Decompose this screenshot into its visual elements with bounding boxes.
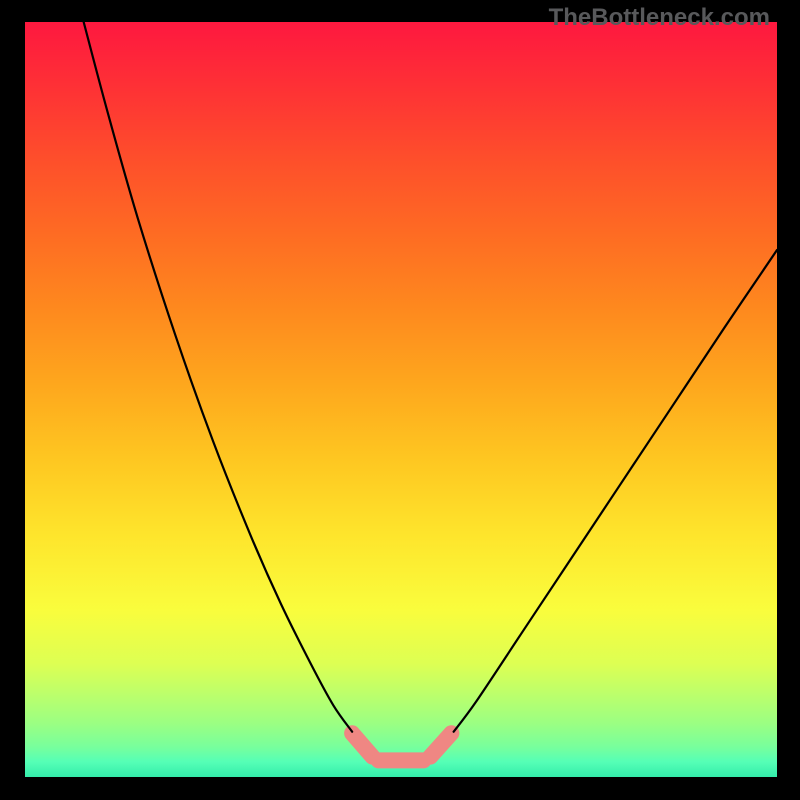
- watermark-text: TheBottleneck.com: [549, 4, 770, 32]
- plot-area: [25, 22, 777, 777]
- chart-container: TheBottleneck.com: [0, 0, 800, 800]
- gradient-background: [25, 22, 777, 777]
